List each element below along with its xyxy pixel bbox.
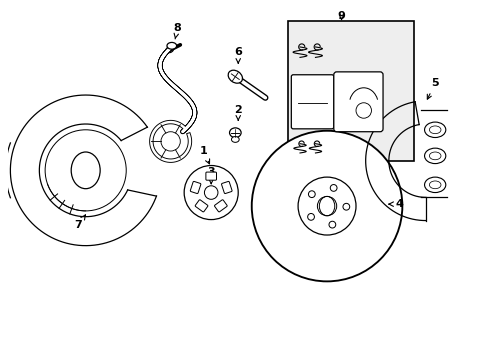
Bar (288, 21, 413, 161)
Ellipse shape (231, 136, 239, 142)
Circle shape (317, 197, 336, 216)
Circle shape (204, 186, 218, 199)
FancyBboxPatch shape (205, 172, 216, 180)
Circle shape (342, 203, 349, 210)
FancyBboxPatch shape (333, 72, 382, 132)
Circle shape (307, 213, 314, 220)
Circle shape (251, 131, 402, 282)
Circle shape (329, 185, 336, 191)
FancyBboxPatch shape (221, 181, 232, 194)
FancyBboxPatch shape (195, 200, 207, 212)
Ellipse shape (229, 128, 241, 138)
Text: 7: 7 (74, 215, 85, 230)
FancyBboxPatch shape (214, 200, 227, 212)
Text: 3: 3 (207, 167, 215, 184)
Ellipse shape (424, 122, 445, 138)
Text: 4: 4 (388, 199, 403, 209)
Circle shape (184, 166, 238, 220)
Circle shape (328, 221, 335, 228)
FancyBboxPatch shape (291, 75, 333, 129)
Circle shape (308, 191, 315, 198)
Ellipse shape (166, 42, 176, 49)
FancyBboxPatch shape (190, 181, 201, 194)
Ellipse shape (424, 177, 445, 193)
Ellipse shape (228, 70, 242, 83)
Text: 6: 6 (234, 46, 242, 63)
Text: 5: 5 (427, 78, 438, 99)
Text: 8: 8 (173, 23, 181, 39)
Text: 9: 9 (337, 11, 345, 21)
Text: 2: 2 (234, 104, 242, 120)
Ellipse shape (424, 148, 445, 163)
Circle shape (298, 177, 355, 235)
Text: 1: 1 (199, 146, 209, 164)
